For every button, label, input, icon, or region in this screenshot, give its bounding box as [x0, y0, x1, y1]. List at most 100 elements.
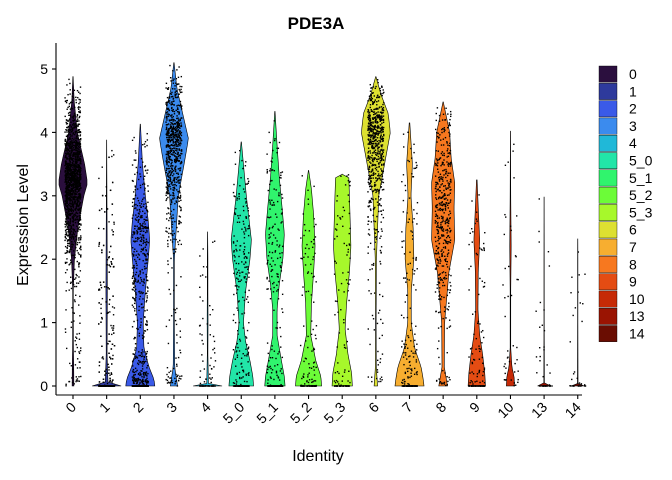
data-point: [144, 371, 146, 374]
data-point: [76, 243, 79, 246]
data-point: [142, 198, 144, 201]
data-point: [79, 219, 82, 221]
data-point: [74, 278, 76, 281]
data-point: [243, 380, 246, 383]
data-point: [370, 98, 372, 100]
data-point: [369, 121, 372, 123]
data-point: [168, 161, 170, 164]
data-point: [140, 215, 142, 218]
data-point: [380, 318, 382, 321]
data-point: [235, 365, 237, 367]
data-point: [176, 108, 179, 111]
data-point: [72, 122, 75, 125]
data-point: [134, 186, 137, 188]
data-point: [136, 385, 139, 387]
data-point: [70, 287, 73, 290]
data-point: [410, 340, 412, 342]
data-point: [269, 203, 272, 205]
points-5_3: [333, 174, 351, 387]
data-point: [177, 168, 180, 170]
data-point: [75, 214, 77, 217]
data-point: [139, 228, 141, 231]
data-point: [172, 138, 174, 140]
data-point: [339, 217, 341, 219]
data-point: [166, 191, 169, 194]
data-point: [76, 118, 79, 120]
data-point: [173, 238, 175, 240]
data-point: [167, 173, 169, 176]
data-point: [277, 281, 280, 283]
data-point: [382, 106, 385, 109]
data-point: [140, 225, 142, 227]
data-point: [172, 189, 174, 191]
data-point: [68, 170, 70, 172]
data-point: [165, 126, 168, 128]
data-point: [165, 87, 167, 89]
data-point: [66, 202, 69, 205]
data-point: [334, 385, 336, 387]
data-point: [371, 101, 374, 103]
data-point: [78, 131, 81, 133]
data-point: [166, 119, 168, 121]
data-point: [69, 239, 71, 241]
data-point: [268, 237, 270, 239]
data-point: [340, 282, 343, 285]
data-point: [369, 156, 371, 158]
data-point: [371, 380, 373, 383]
data-point: [66, 136, 69, 138]
data-point: [172, 70, 174, 72]
data-point: [65, 214, 67, 216]
data-point: [137, 228, 139, 230]
data-point: [140, 237, 143, 239]
data-point: [378, 96, 381, 98]
data-point: [167, 123, 170, 125]
data-point: [177, 380, 180, 382]
data-point: [167, 101, 170, 103]
data-point: [180, 276, 182, 278]
data-point: [381, 178, 383, 181]
data-point: [145, 320, 148, 322]
data-point: [69, 201, 71, 203]
data-point: [139, 233, 141, 235]
data-point: [372, 102, 374, 104]
data-point: [266, 288, 268, 290]
data-point: [171, 102, 173, 105]
data-point: [274, 223, 276, 225]
data-point: [76, 199, 78, 202]
data-point: [165, 199, 167, 202]
data-point: [108, 221, 110, 223]
data-point: [111, 343, 114, 345]
data-point: [78, 237, 80, 239]
data-point: [416, 223, 418, 225]
data-point: [76, 114, 79, 117]
data-point: [247, 347, 250, 350]
data-point: [69, 111, 71, 114]
data-point: [303, 234, 305, 237]
data-point: [381, 181, 383, 183]
data-point: [133, 233, 136, 235]
data-point: [113, 265, 115, 268]
data-point: [382, 131, 384, 133]
data-point: [65, 309, 67, 311]
data-point: [371, 110, 374, 112]
data-point: [139, 173, 141, 175]
data-point: [172, 193, 175, 195]
data-point: [137, 227, 140, 229]
data-point: [380, 153, 382, 155]
data-point: [372, 126, 375, 128]
data-point: [171, 117, 173, 119]
data-point: [66, 144, 68, 147]
data-point: [98, 241, 101, 244]
data-point: [175, 90, 178, 92]
data-point: [241, 313, 243, 315]
data-point: [180, 143, 182, 145]
data-point: [166, 130, 169, 132]
data-point: [77, 241, 79, 244]
data-point: [168, 129, 170, 131]
data-point: [132, 275, 134, 278]
data-point: [79, 280, 81, 283]
data-point: [77, 153, 79, 155]
data-point: [169, 77, 172, 79]
data-point: [170, 159, 172, 161]
data-point: [144, 254, 147, 256]
